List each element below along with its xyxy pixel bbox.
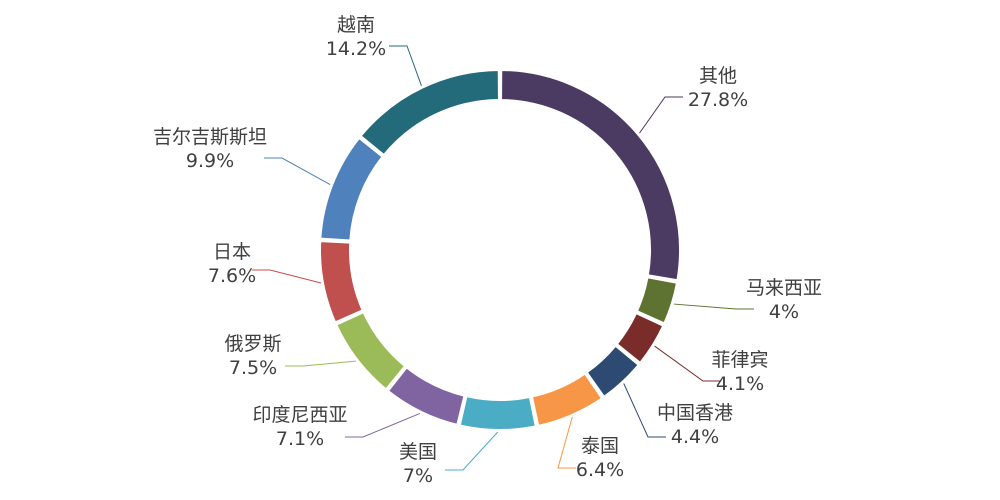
slice-10[interactable]: [359, 68, 500, 157]
slice-label-7: 俄罗斯: [224, 333, 281, 355]
leader-line-10: [389, 45, 422, 86]
leader-line-7: [285, 360, 356, 367]
slice-label-9: 吉尔吉斯斯坦: [153, 126, 267, 148]
slice-7[interactable]: [334, 310, 407, 391]
leader-line-9: [264, 157, 331, 186]
slice-6[interactable]: [386, 366, 466, 427]
slice-value-4: 6.4%: [576, 459, 624, 481]
slice-3[interactable]: [585, 344, 641, 399]
leader-line-5: [445, 431, 499, 471]
slice-4[interactable]: [530, 372, 604, 428]
slice-2[interactable]: [615, 311, 665, 365]
slice-label-1: 马来西亚: [746, 277, 822, 299]
slice-value-6: 7.1%: [276, 428, 324, 450]
slice-value-10: 14.2%: [326, 38, 386, 60]
leader-line-2: [654, 345, 721, 382]
slice-9[interactable]: [319, 136, 384, 242]
leader-line-8: [252, 269, 322, 284]
slice-value-2: 4.1%: [716, 373, 764, 395]
leader-line-6: [345, 412, 421, 438]
slice-label-4: 泰国: [581, 435, 619, 457]
slice-value-7: 7.5%: [229, 357, 277, 379]
slice-label-6: 印度尼西亚: [252, 404, 347, 426]
slice-label-2: 菲律宾: [711, 349, 768, 371]
slice-label-5: 美国: [399, 441, 437, 463]
leader-line-0: [639, 96, 683, 134]
slice-value-9: 9.9%: [186, 150, 234, 172]
slice-label-0: 其他: [699, 65, 737, 87]
slice-0[interactable]: [500, 68, 681, 282]
slice-1[interactable]: [635, 276, 679, 325]
leader-line-1: [673, 303, 754, 310]
slice-value-0: 27.8%: [688, 89, 748, 111]
slice-label-8: 日本: [213, 241, 251, 263]
slice-5[interactable]: [458, 395, 538, 431]
slice-label-3: 中国香港: [657, 402, 733, 424]
slice-value-5: 7%: [403, 465, 433, 487]
slice-8[interactable]: [319, 240, 364, 324]
slice-label-10: 越南: [337, 14, 375, 36]
leader-line-3: [623, 383, 666, 438]
slice-value-1: 4%: [769, 301, 799, 323]
slices-group: [319, 68, 681, 431]
leader-lines-group: [252, 45, 754, 471]
slice-value-8: 7.6%: [208, 265, 256, 287]
leader-line-4: [557, 416, 576, 469]
slice-value-3: 4.4%: [671, 426, 719, 448]
